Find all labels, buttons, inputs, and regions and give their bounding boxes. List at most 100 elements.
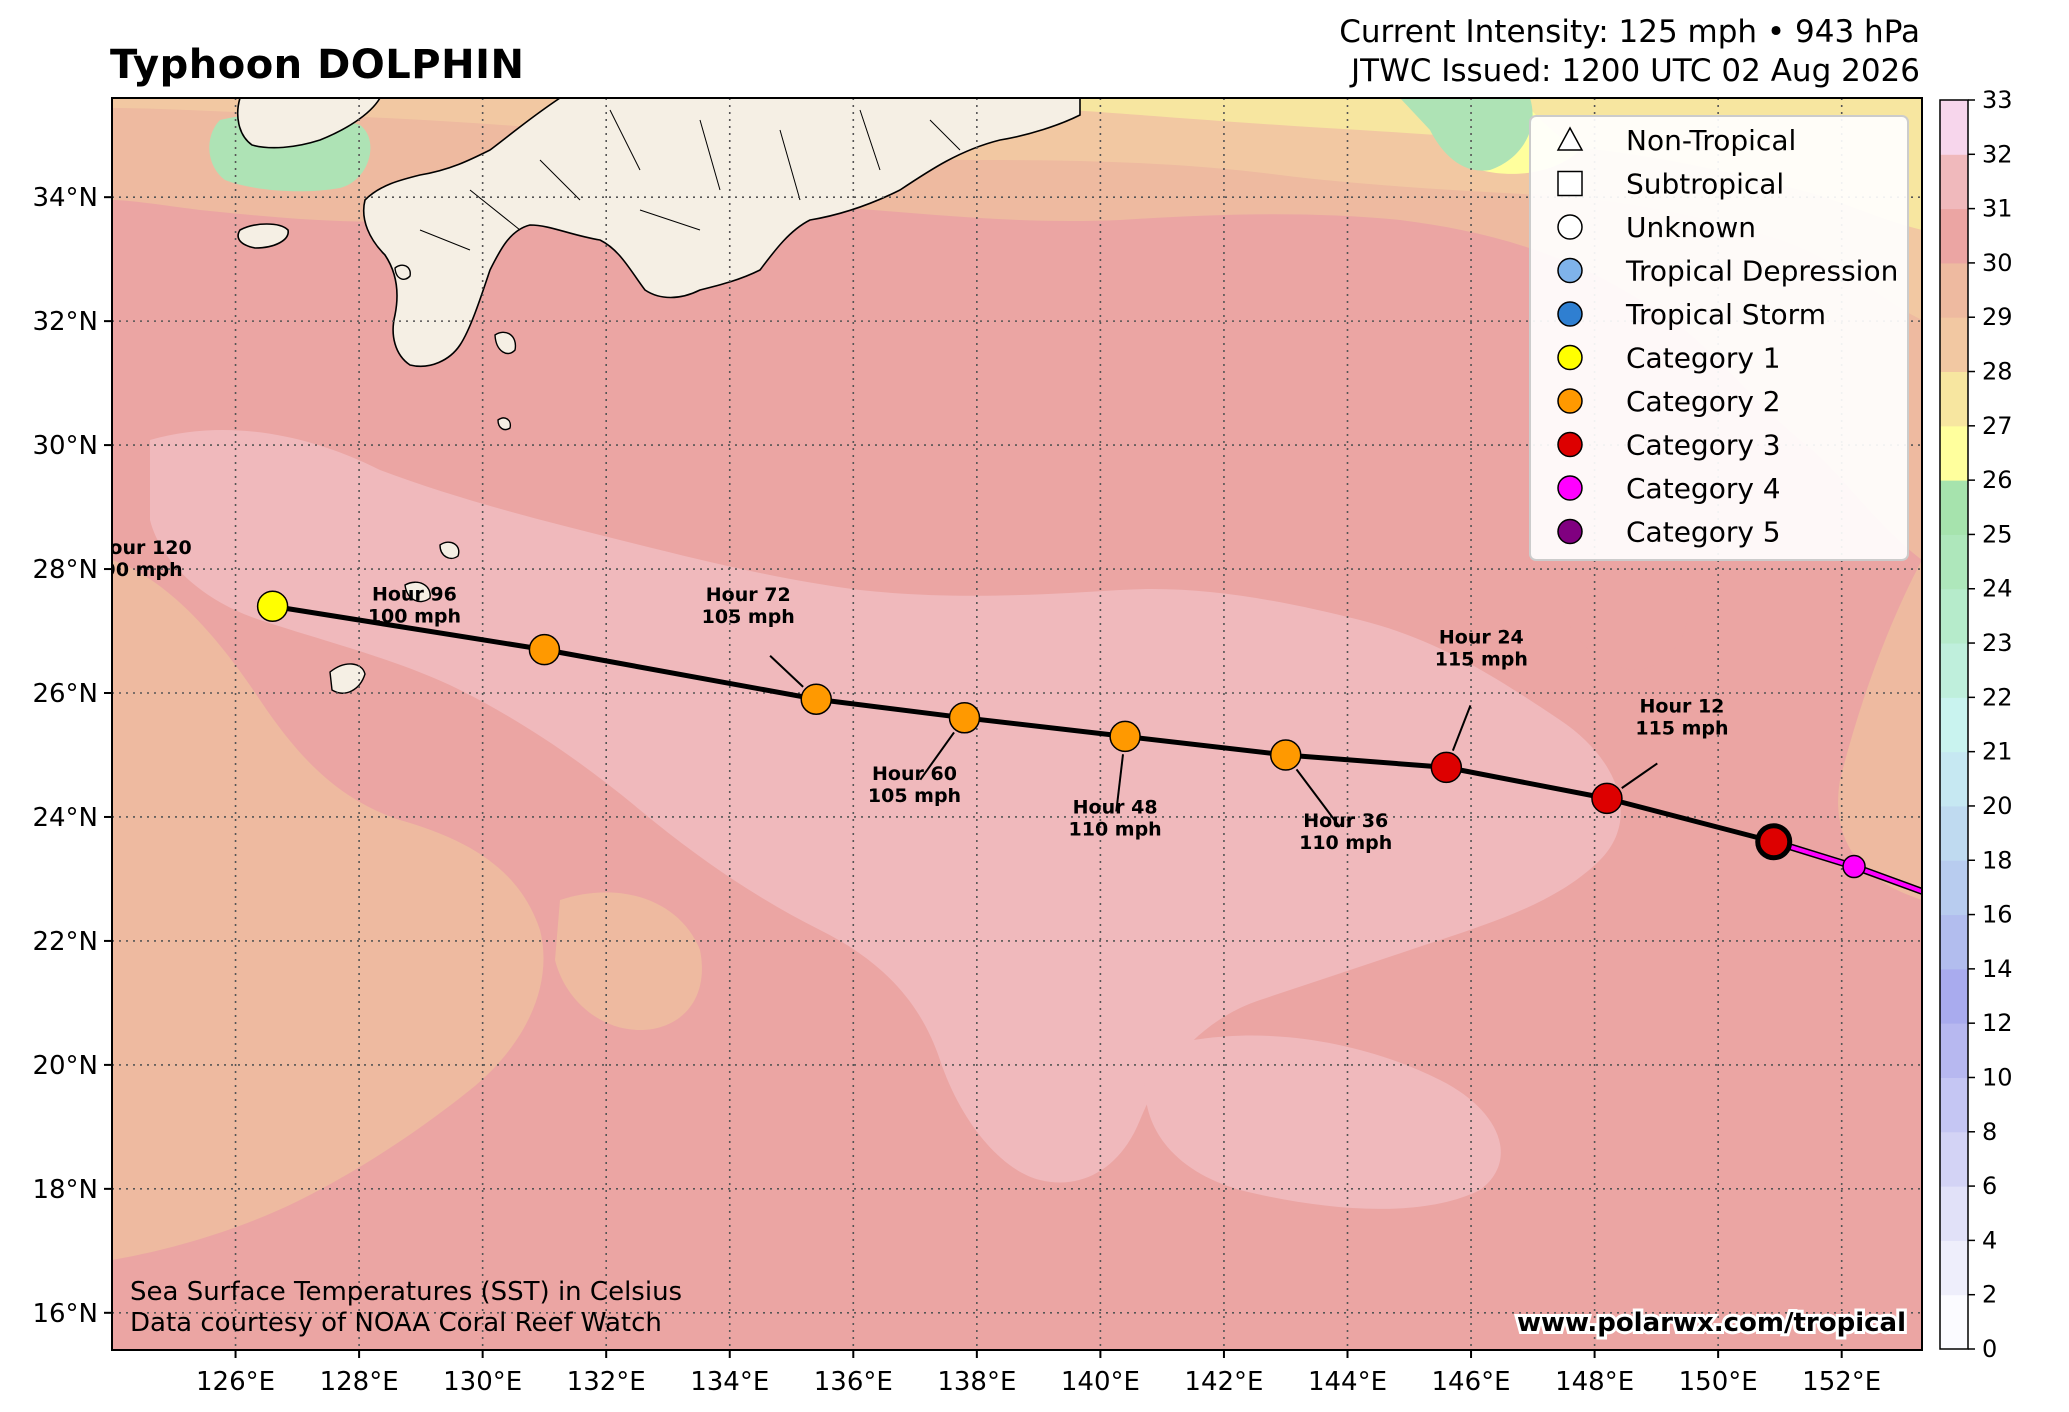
legend-label: Category 3 (1626, 429, 1781, 462)
longitude-ticks: 126°E 128°E 130°E 132°E 134°E 136°E 138°E 140°E… (196, 1350, 1881, 1397)
lat-tick-label: 30°N (32, 431, 98, 461)
lon-tick-label: 146°E (1432, 1367, 1511, 1397)
forecast-point-marker (1109, 720, 1141, 753)
forecast-label-leader (1295, 768, 1341, 828)
lon-tick-label: 134°E (690, 1367, 769, 1397)
colorbar-swatch (1940, 588, 1968, 644)
forecast-wind-label: 115 mph (1435, 648, 1528, 670)
circle-marker-icon (1557, 301, 1583, 327)
forecast-point-marker (800, 683, 832, 715)
square-marker-icon (1557, 170, 1583, 197)
forecast-point-marker (528, 633, 561, 666)
colorbar-tick-label: 20 (1982, 792, 2013, 820)
forecast-hour-label: Hour 24 (1439, 626, 1524, 648)
circle-marker-icon (1557, 344, 1583, 371)
sst-credit-line2: Data courtesy of NOAA Coral Reef Watch (130, 1308, 662, 1338)
legend-label: Unknown (1626, 211, 1756, 244)
lon-tick-label: 130°E (443, 1367, 522, 1397)
latitude-ticks: 16°N 18°N 20°N 22°N 24°N 26°N 28°N 30°N 32°N 34°N (32, 183, 112, 1329)
island (394, 264, 411, 280)
forecast-point-marker (1269, 739, 1302, 771)
forecast-wind-label: 105 mph (702, 606, 795, 628)
current-intensity: Current Intensity: 125 mph • 943 hPa (1339, 14, 1920, 50)
colorbar-swatch (1940, 1131, 1968, 1187)
sst-field-31c-south (1144, 1035, 1501, 1209)
legend-label: Subtropical (1626, 168, 1784, 201)
island (497, 417, 512, 431)
lat-tick-label: 20°N (32, 1051, 98, 1081)
colorbar-tick-label: 16 (1982, 901, 2013, 929)
circle-marker-icon (1557, 475, 1583, 501)
storm-title: Typhoon DOLPHIN (110, 42, 525, 88)
colorbar-swatch (1940, 262, 1968, 318)
lon-tick-label: 140°E (1061, 1367, 1140, 1397)
colorbar-swatch (1940, 805, 1968, 861)
forecast-point-marker (1591, 782, 1623, 815)
past-position-marker (1842, 854, 1866, 879)
forecast-wind-label: 105 mph (868, 785, 961, 807)
colorbar-tick-label: 30 (1982, 249, 2013, 277)
colorbar-tick-label: 22 (1982, 683, 2013, 711)
lon-tick-label: 132°E (567, 1367, 646, 1397)
colorbar-tick-label: 14 (1982, 955, 2013, 983)
lat-tick-label: 32°N (32, 307, 98, 337)
colorbar-swatch (1940, 317, 1968, 373)
colorbar-swatch (1940, 154, 1968, 210)
colorbar-tick-label: 10 (1982, 1063, 2013, 1091)
lat-tick-label: 22°N (32, 927, 98, 957)
island (439, 541, 460, 560)
sst-credit-line1: Sea Surface Temperatures (SST) in Celsiu… (130, 1277, 682, 1307)
website-url[interactable]: www.polarwx.com/tropical (1514, 1305, 1909, 1341)
colorbar-swatch (1940, 914, 1968, 970)
circle-marker-icon (1557, 388, 1583, 414)
colorbar-swatch (1940, 208, 1968, 264)
sst-field-31c (150, 430, 1621, 1183)
forecast-hour-label: Hour 120 (94, 537, 192, 559)
japan-landmass (362, 98, 1081, 367)
okinawa-island (329, 663, 366, 694)
colorbar-tick-label: 33 (1982, 86, 2013, 114)
colorbar-tick-label: 26 (1982, 466, 2013, 494)
forecast-hour-label: Hour 36 (1303, 810, 1388, 832)
colorbar-swatch (1940, 643, 1968, 698)
legend-label: Category 5 (1626, 516, 1781, 549)
sst-field-29c (112, 98, 1922, 560)
colorbar-swatch (1940, 425, 1968, 481)
island (404, 581, 431, 603)
colorbar-tick-label: 32 (1982, 140, 2013, 168)
colorbar-tick-label: 8 (1982, 1118, 1997, 1146)
forecast-hour-label: Hour 48 (1073, 796, 1158, 818)
colorbar-tick-label: 2 (1982, 1281, 1997, 1309)
colorbar-swatch (1940, 968, 1968, 1024)
lon-tick-label: 138°E (937, 1367, 1016, 1397)
forecast-hour-label: Hour 96 (372, 584, 457, 606)
forecast-wind-label: 90 mph (103, 559, 183, 581)
forecast-wind-label: 100 mph (368, 606, 461, 628)
gridlines (112, 98, 1922, 1350)
colorbar-swatch (1940, 480, 1968, 535)
lon-tick-label: 126°E (196, 1367, 275, 1397)
forecast-wind-label: 115 mph (1635, 717, 1728, 739)
colorbar-swatch (1940, 860, 1968, 916)
lon-tick-label: 148°E (1555, 1367, 1634, 1397)
sst-field-29c-west (112, 560, 544, 1260)
colorbar-swatch (1940, 1023, 1968, 1078)
forecast-label-leader (1115, 754, 1124, 812)
colorbar-frame (1939, 99, 1969, 1350)
colorbar-swatch (1940, 697, 1968, 753)
lat-tick-label: 24°N (32, 803, 98, 833)
legend-box (1529, 115, 1909, 561)
colorbar-swatch (1940, 751, 1968, 807)
lat-tick-label: 16°N (32, 1299, 98, 1329)
colorbar-tick-label: 24 (1982, 575, 2013, 603)
forecast-wind-label: 110 mph (1069, 818, 1162, 840)
lat-tick-label: 34°N (32, 183, 98, 213)
colorbar-tick-label: 0 (1982, 1335, 1997, 1363)
forecast-point-marker (1430, 751, 1463, 784)
map-frame (111, 97, 1923, 1351)
jeju-island (237, 223, 289, 249)
legend: Non-Tropical Subtropical Unknown Tropical D… (1529, 115, 1909, 561)
colorbar-tick-label: 28 (1982, 358, 2013, 386)
